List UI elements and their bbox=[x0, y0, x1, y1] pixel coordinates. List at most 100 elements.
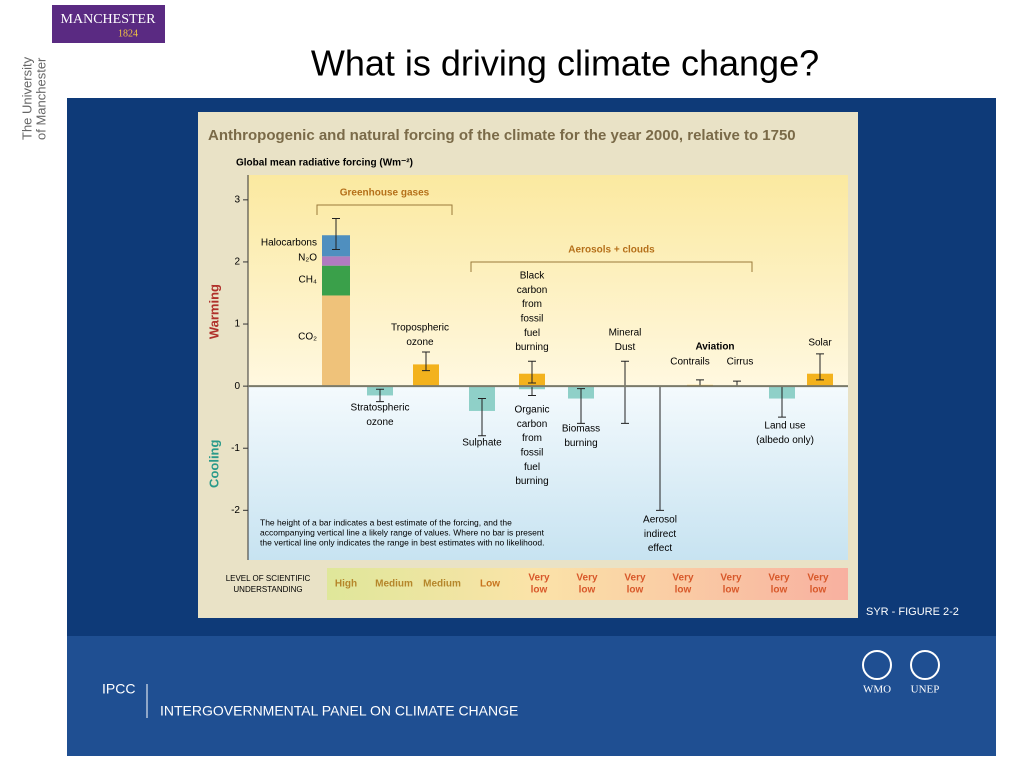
stack-label: Halocarbons bbox=[261, 238, 317, 249]
error-bar bbox=[332, 217, 340, 251]
bar-label: fossil bbox=[521, 314, 544, 325]
group-label: Aerosols + clouds bbox=[568, 245, 655, 256]
note: accompanying vertical line a likely rang… bbox=[260, 527, 545, 537]
understanding-level: Very bbox=[624, 573, 646, 584]
understanding-level: Very bbox=[672, 573, 694, 584]
y-tick-label: 3 bbox=[234, 194, 240, 205]
understanding-level: low bbox=[723, 585, 740, 596]
bar-label: Sulphate bbox=[462, 438, 502, 449]
error-bar bbox=[422, 351, 430, 372]
understanding-level: low bbox=[675, 585, 692, 596]
bar-label: carbon bbox=[517, 285, 548, 296]
university: The University bbox=[19, 56, 34, 140]
bar-label: Solar bbox=[808, 338, 832, 349]
stack-label: CH₄ bbox=[298, 275, 317, 286]
unep-icon bbox=[910, 650, 940, 680]
aviation-label: Aviation bbox=[695, 342, 734, 353]
error-bar bbox=[478, 398, 486, 437]
bar-label: Organic bbox=[514, 405, 549, 416]
stack-label: CO₂ bbox=[298, 332, 317, 343]
y-axis-label: Global mean radiative forcing (Wm⁻²) bbox=[236, 158, 413, 169]
bar-label: fuel bbox=[524, 462, 540, 473]
y-tick-label: 2 bbox=[234, 257, 240, 268]
y-tick-label: 0 bbox=[234, 381, 240, 392]
bar-label: Land use bbox=[764, 421, 806, 432]
footer-acronym: IPCC bbox=[102, 681, 135, 697]
understanding-label: UNDERSTANDING bbox=[233, 585, 302, 594]
understanding-level: Very bbox=[720, 573, 742, 584]
logo-box bbox=[52, 5, 165, 43]
error-bar bbox=[577, 388, 585, 424]
bar-label: Aerosol bbox=[643, 515, 677, 526]
logo-year: 1824 bbox=[118, 28, 138, 39]
footer-name: INTERGOVERNMENTAL PANEL ON CLIMATE CHANG… bbox=[160, 703, 518, 719]
understanding-label: LEVEL OF SCIENTIFIC bbox=[226, 574, 311, 583]
error-bar bbox=[816, 353, 824, 381]
y-tick-label: 1 bbox=[234, 319, 240, 330]
bar-label: Biomass bbox=[562, 424, 600, 435]
understanding-level: Very bbox=[807, 573, 829, 584]
understanding-level: High bbox=[335, 579, 357, 590]
note: The height of a bar indicates a best est… bbox=[260, 517, 512, 527]
wmo-icon bbox=[862, 650, 892, 680]
bar-label: indirect bbox=[644, 529, 676, 540]
logo: MANCHESTER bbox=[61, 12, 157, 27]
bar-label: Tropospheric bbox=[391, 323, 449, 334]
group-label: Greenhouse gases bbox=[340, 188, 430, 199]
understanding-level: Medium bbox=[423, 579, 461, 590]
error-bar bbox=[621, 360, 629, 424]
understanding-level: Very bbox=[768, 573, 790, 584]
bar-label: fuel bbox=[524, 328, 540, 339]
bar-label: effect bbox=[648, 543, 672, 554]
error-bar bbox=[376, 388, 384, 403]
bar-label: Cirrus bbox=[727, 357, 754, 368]
slide-title: What is driving climate change? bbox=[311, 43, 819, 84]
understanding-level: Very bbox=[528, 573, 550, 584]
bar-label: Stratospheric bbox=[351, 403, 410, 414]
bar-label: fossil bbox=[521, 448, 544, 459]
error-bar bbox=[528, 360, 536, 384]
warming-label: Warming bbox=[206, 284, 221, 339]
bar-label: Contrails bbox=[670, 357, 709, 368]
note: the vertical line only indicates the ran… bbox=[260, 537, 544, 547]
bar-label: burning bbox=[515, 342, 548, 353]
bar bbox=[413, 364, 439, 387]
bar-label: from bbox=[522, 433, 542, 444]
bar-label: Black bbox=[520, 271, 545, 282]
bar-label: carbon bbox=[517, 419, 548, 430]
y-tick-label: -1 bbox=[231, 443, 240, 454]
understanding-band bbox=[327, 568, 848, 600]
footer-logo: WMO bbox=[863, 684, 891, 696]
bar-label: from bbox=[522, 299, 542, 310]
bar-label: burning bbox=[515, 476, 548, 487]
bar-label: (albedo only) bbox=[756, 435, 814, 446]
cooling-zone bbox=[248, 386, 848, 560]
understanding-level: low bbox=[579, 585, 596, 596]
understanding-level: low bbox=[627, 585, 644, 596]
stack-segment bbox=[322, 295, 350, 387]
bar-label: burning bbox=[564, 438, 597, 449]
university: of Manchester bbox=[33, 57, 48, 140]
stack-segment bbox=[322, 256, 350, 266]
bar-label: Mineral bbox=[609, 328, 642, 339]
cooling-label: Cooling bbox=[206, 440, 221, 488]
footer-logo: UNEP bbox=[911, 684, 940, 696]
group-brace bbox=[470, 261, 753, 272]
understanding-level: Very bbox=[576, 573, 598, 584]
stack-segment bbox=[322, 265, 350, 296]
source: SYR - FIGURE 2-2 bbox=[866, 606, 959, 618]
chart-title: Anthropogenic and natural forcing of the… bbox=[208, 127, 796, 144]
y-tick-label: -2 bbox=[231, 505, 240, 516]
footer-band bbox=[67, 636, 996, 756]
bar-label: ozone bbox=[366, 417, 394, 428]
bar-label: Dust bbox=[615, 342, 636, 353]
understanding-level: low bbox=[810, 585, 827, 596]
understanding-level: low bbox=[531, 585, 548, 596]
bar-label: ozone bbox=[406, 337, 434, 348]
group-brace bbox=[316, 204, 453, 215]
understanding-level: Low bbox=[480, 579, 500, 590]
understanding-level: Medium bbox=[375, 579, 413, 590]
stack-label: N₂O bbox=[298, 253, 317, 264]
understanding-level: low bbox=[771, 585, 788, 596]
